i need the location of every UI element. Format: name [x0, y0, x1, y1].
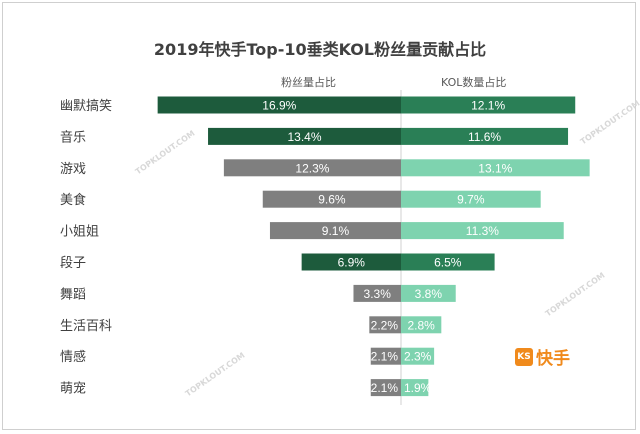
right-bar — [401, 222, 564, 240]
left-bar — [269, 222, 401, 240]
right-bar-label: 3.8% — [415, 287, 443, 301]
chart-title: 2019年快手Top-10垂类KOL粉丝量贡献占比 — [153, 40, 487, 59]
right-bar — [401, 347, 435, 365]
left-bar-label: 6.9% — [338, 256, 366, 270]
left-bar-label: 2.2% — [371, 318, 399, 332]
right-bar-label: 9.7% — [457, 193, 485, 207]
left-bar — [208, 127, 401, 145]
left-bar-label: 2.1% — [371, 381, 399, 395]
right-series-header: KOL数量占比 — [441, 76, 507, 89]
category-label: 美食 — [60, 192, 86, 208]
right-bar-label: 12.1% — [471, 99, 505, 113]
left-bar — [370, 379, 401, 397]
right-bar — [401, 253, 495, 271]
right-bar — [401, 96, 576, 114]
left-series-header: 粉丝量占比 — [281, 76, 336, 89]
right-bar-label: 11.6% — [468, 130, 501, 144]
left-bar-label: 12.3% — [295, 161, 329, 175]
right-bar — [401, 190, 541, 208]
right-bar-label: 2.3% — [404, 350, 432, 364]
left-bar-label: 9.1% — [322, 224, 350, 238]
category-label: 萌宠 — [60, 381, 86, 397]
left-bar — [369, 316, 401, 334]
right-bar-label: 13.1% — [478, 161, 512, 175]
right-bar-label: 1.9% — [404, 381, 432, 395]
right-bar — [401, 159, 590, 177]
left-bar — [301, 253, 401, 271]
left-bar — [157, 96, 401, 114]
left-bar — [370, 347, 401, 365]
category-label: 段子 — [60, 256, 86, 271]
category-label: 生活百科 — [60, 319, 112, 334]
left-bar-label: 16.9% — [262, 99, 296, 113]
category-label: 舞蹈 — [60, 287, 86, 302]
left-bar — [223, 159, 401, 177]
category-label: 幽默搞笑 — [60, 98, 112, 114]
right-bar — [401, 127, 569, 145]
logo-text: 快手 — [536, 349, 570, 369]
left-bar-label: 9.6% — [318, 193, 346, 207]
right-bar-label: 6.5% — [434, 256, 462, 270]
right-bar-label: 11.3% — [466, 224, 499, 238]
kuaishou-logo-icon: KS — [515, 347, 533, 366]
category-label: 小姐姐 — [60, 225, 99, 240]
left-bar-label: 2.1% — [371, 350, 399, 364]
category-label: 游戏 — [60, 162, 86, 177]
kuaishou-logo: KS 快手 — [515, 344, 570, 369]
right-bar-label: 2.8% — [407, 318, 435, 332]
right-bar — [401, 284, 456, 302]
right-bar — [401, 379, 429, 397]
category-label: 情感 — [60, 349, 86, 365]
left-bar-label: 3.3% — [364, 287, 392, 301]
left-bar — [353, 284, 401, 302]
left-bar-label: 13.4% — [288, 130, 322, 144]
right-bar — [401, 316, 442, 334]
left-bar — [262, 190, 401, 208]
category-label: 音乐 — [60, 129, 86, 145]
